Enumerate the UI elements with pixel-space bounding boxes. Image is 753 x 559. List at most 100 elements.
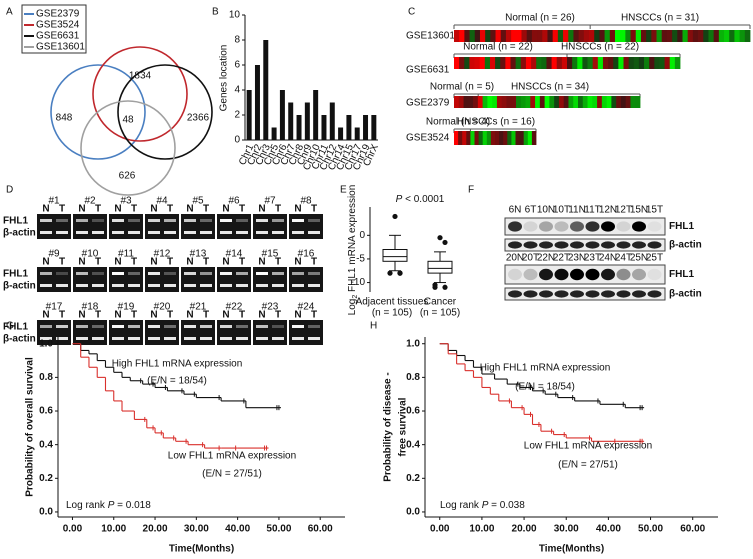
lane-label: T xyxy=(131,257,137,268)
heatmap-cell xyxy=(597,96,603,108)
gel-band xyxy=(200,284,212,287)
heatmap-cell xyxy=(664,57,671,69)
gel-image xyxy=(37,320,71,345)
gel-band xyxy=(236,284,248,287)
heatmap-cell xyxy=(484,57,491,69)
box xyxy=(427,260,453,274)
blot-band xyxy=(616,241,631,249)
lane-label: 22T xyxy=(553,253,570,264)
bar xyxy=(296,115,302,140)
lane-label: T xyxy=(311,310,317,321)
heatmap-cell xyxy=(474,131,479,145)
gel-band xyxy=(56,284,68,287)
blot-band xyxy=(601,221,615,232)
lane-label: T xyxy=(59,257,65,268)
gel-band xyxy=(40,325,52,328)
gel-band xyxy=(128,272,140,275)
heatmap-cell xyxy=(718,30,725,42)
heatmap-cell xyxy=(567,57,573,69)
text-part: = 0.018 xyxy=(114,500,151,511)
lane-label: T xyxy=(95,204,101,215)
heatmap-cell xyxy=(609,30,616,42)
heatmap-cell xyxy=(531,57,537,69)
heatmap-cell xyxy=(633,57,640,69)
text-part: Log xyxy=(347,299,358,316)
heatmap-cell xyxy=(510,57,517,69)
heatmap-cell xyxy=(482,131,488,145)
heatmap-cell xyxy=(656,30,663,42)
heatmap-cell xyxy=(454,30,460,42)
bar xyxy=(288,102,294,140)
gel-image xyxy=(181,214,215,239)
gel-band xyxy=(292,272,304,275)
gel-band xyxy=(256,231,268,234)
heatmap-cell xyxy=(589,30,595,42)
legend-label: GSE3524 xyxy=(36,20,80,31)
panel-label: F xyxy=(468,185,474,196)
venn-circle xyxy=(117,64,213,160)
heatmap-cell xyxy=(592,96,598,108)
heatmap-cell xyxy=(496,96,503,108)
heatmap-cell xyxy=(563,96,569,108)
region-count: 848 xyxy=(56,113,73,124)
blot-band xyxy=(554,290,569,298)
heatmap-cell xyxy=(500,30,507,42)
heatmap-cell xyxy=(521,30,528,42)
y-axis-label: Probability of disease - xyxy=(383,372,394,481)
lane-label: N xyxy=(114,257,121,268)
lane-label: 24T xyxy=(615,253,632,264)
panel-label: B xyxy=(212,7,219,18)
bar xyxy=(371,115,377,140)
heatmap-cell xyxy=(563,30,569,42)
bar xyxy=(338,127,344,140)
panel-label: C xyxy=(408,7,415,18)
lane-label: N xyxy=(150,257,157,268)
heatmap-cell xyxy=(535,96,541,108)
heatmap-cell xyxy=(687,30,694,42)
blot-band xyxy=(570,241,584,249)
heatmap-cell xyxy=(544,96,550,108)
heatmap-cell xyxy=(531,131,537,145)
blot-band xyxy=(601,290,615,298)
blot-band xyxy=(508,290,522,298)
lane-label: 12N xyxy=(599,205,617,216)
sample-label: #2 xyxy=(84,196,96,207)
heatmap-cell xyxy=(454,96,460,108)
heatmap-cell xyxy=(592,57,599,69)
gel-band xyxy=(220,325,232,328)
lane-label: N xyxy=(258,257,265,268)
sample-label: #15 xyxy=(262,249,279,260)
group-label: HNSCCs (n = 22) xyxy=(561,42,639,53)
heatmap-cell xyxy=(539,96,546,108)
heatmap-cell xyxy=(674,57,681,69)
gel-band xyxy=(220,219,232,222)
gel-band xyxy=(256,272,268,275)
y-tick-label: 0.0 xyxy=(406,507,420,518)
gel-image xyxy=(253,214,287,239)
blot-band xyxy=(616,290,631,298)
heatmap-cell xyxy=(561,57,568,69)
lane-label: 25N xyxy=(630,253,648,264)
heatmap-cell xyxy=(459,30,465,42)
gel-band xyxy=(256,337,268,340)
gel-band xyxy=(220,284,232,287)
region-count: 2366 xyxy=(187,113,210,124)
gel-band xyxy=(76,219,88,222)
gel-band xyxy=(256,219,268,222)
heatmap-cell xyxy=(495,30,502,42)
heatmap-cell xyxy=(552,30,559,42)
gel-band xyxy=(200,272,212,275)
x-tick-label: 40.00 xyxy=(225,524,250,535)
heatmap-cell xyxy=(604,30,611,42)
annotation: (E/N = 27/51) xyxy=(202,469,262,480)
gel-band xyxy=(272,231,284,234)
group-label: Normal (n = 5) xyxy=(430,82,494,93)
lane-label: N xyxy=(294,310,301,321)
gel-band xyxy=(272,272,284,275)
heatmap-cell xyxy=(542,30,548,42)
heatmap-cell xyxy=(469,57,475,69)
sample-label: #14 xyxy=(226,249,243,260)
bar xyxy=(279,90,285,140)
gel-image xyxy=(289,320,323,345)
heatmap-cell xyxy=(536,57,542,69)
